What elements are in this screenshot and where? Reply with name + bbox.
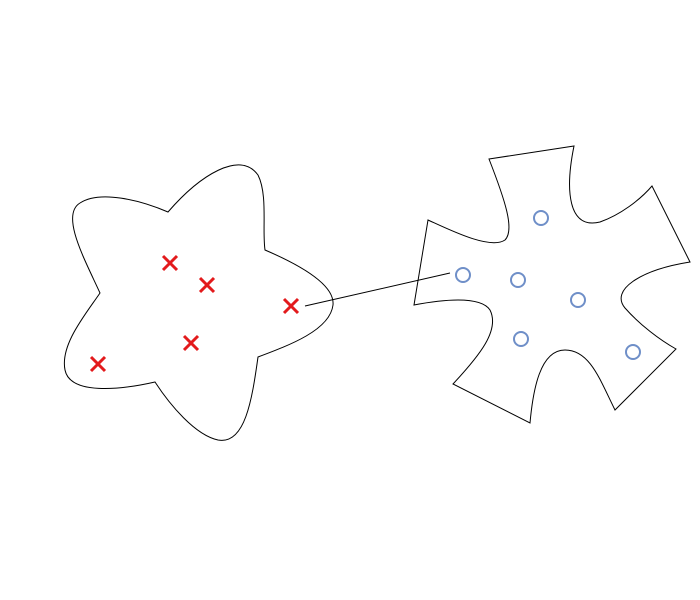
star-region [63,164,334,441]
circle-markers [455,210,641,360]
cross-markers [89,254,300,373]
circle-marker [455,267,471,283]
mapping-line [304,272,451,307]
cross-marker [182,334,200,352]
cross-marker [198,276,216,294]
cross-marker [89,355,107,373]
circle-marker [510,272,526,288]
circle-marker [570,292,586,308]
cross-marker [161,254,179,272]
circle-marker [513,331,529,347]
circle-marker [533,210,549,226]
circle-marker [625,344,641,360]
cross-region [413,145,691,424]
cross-marker [282,297,300,315]
